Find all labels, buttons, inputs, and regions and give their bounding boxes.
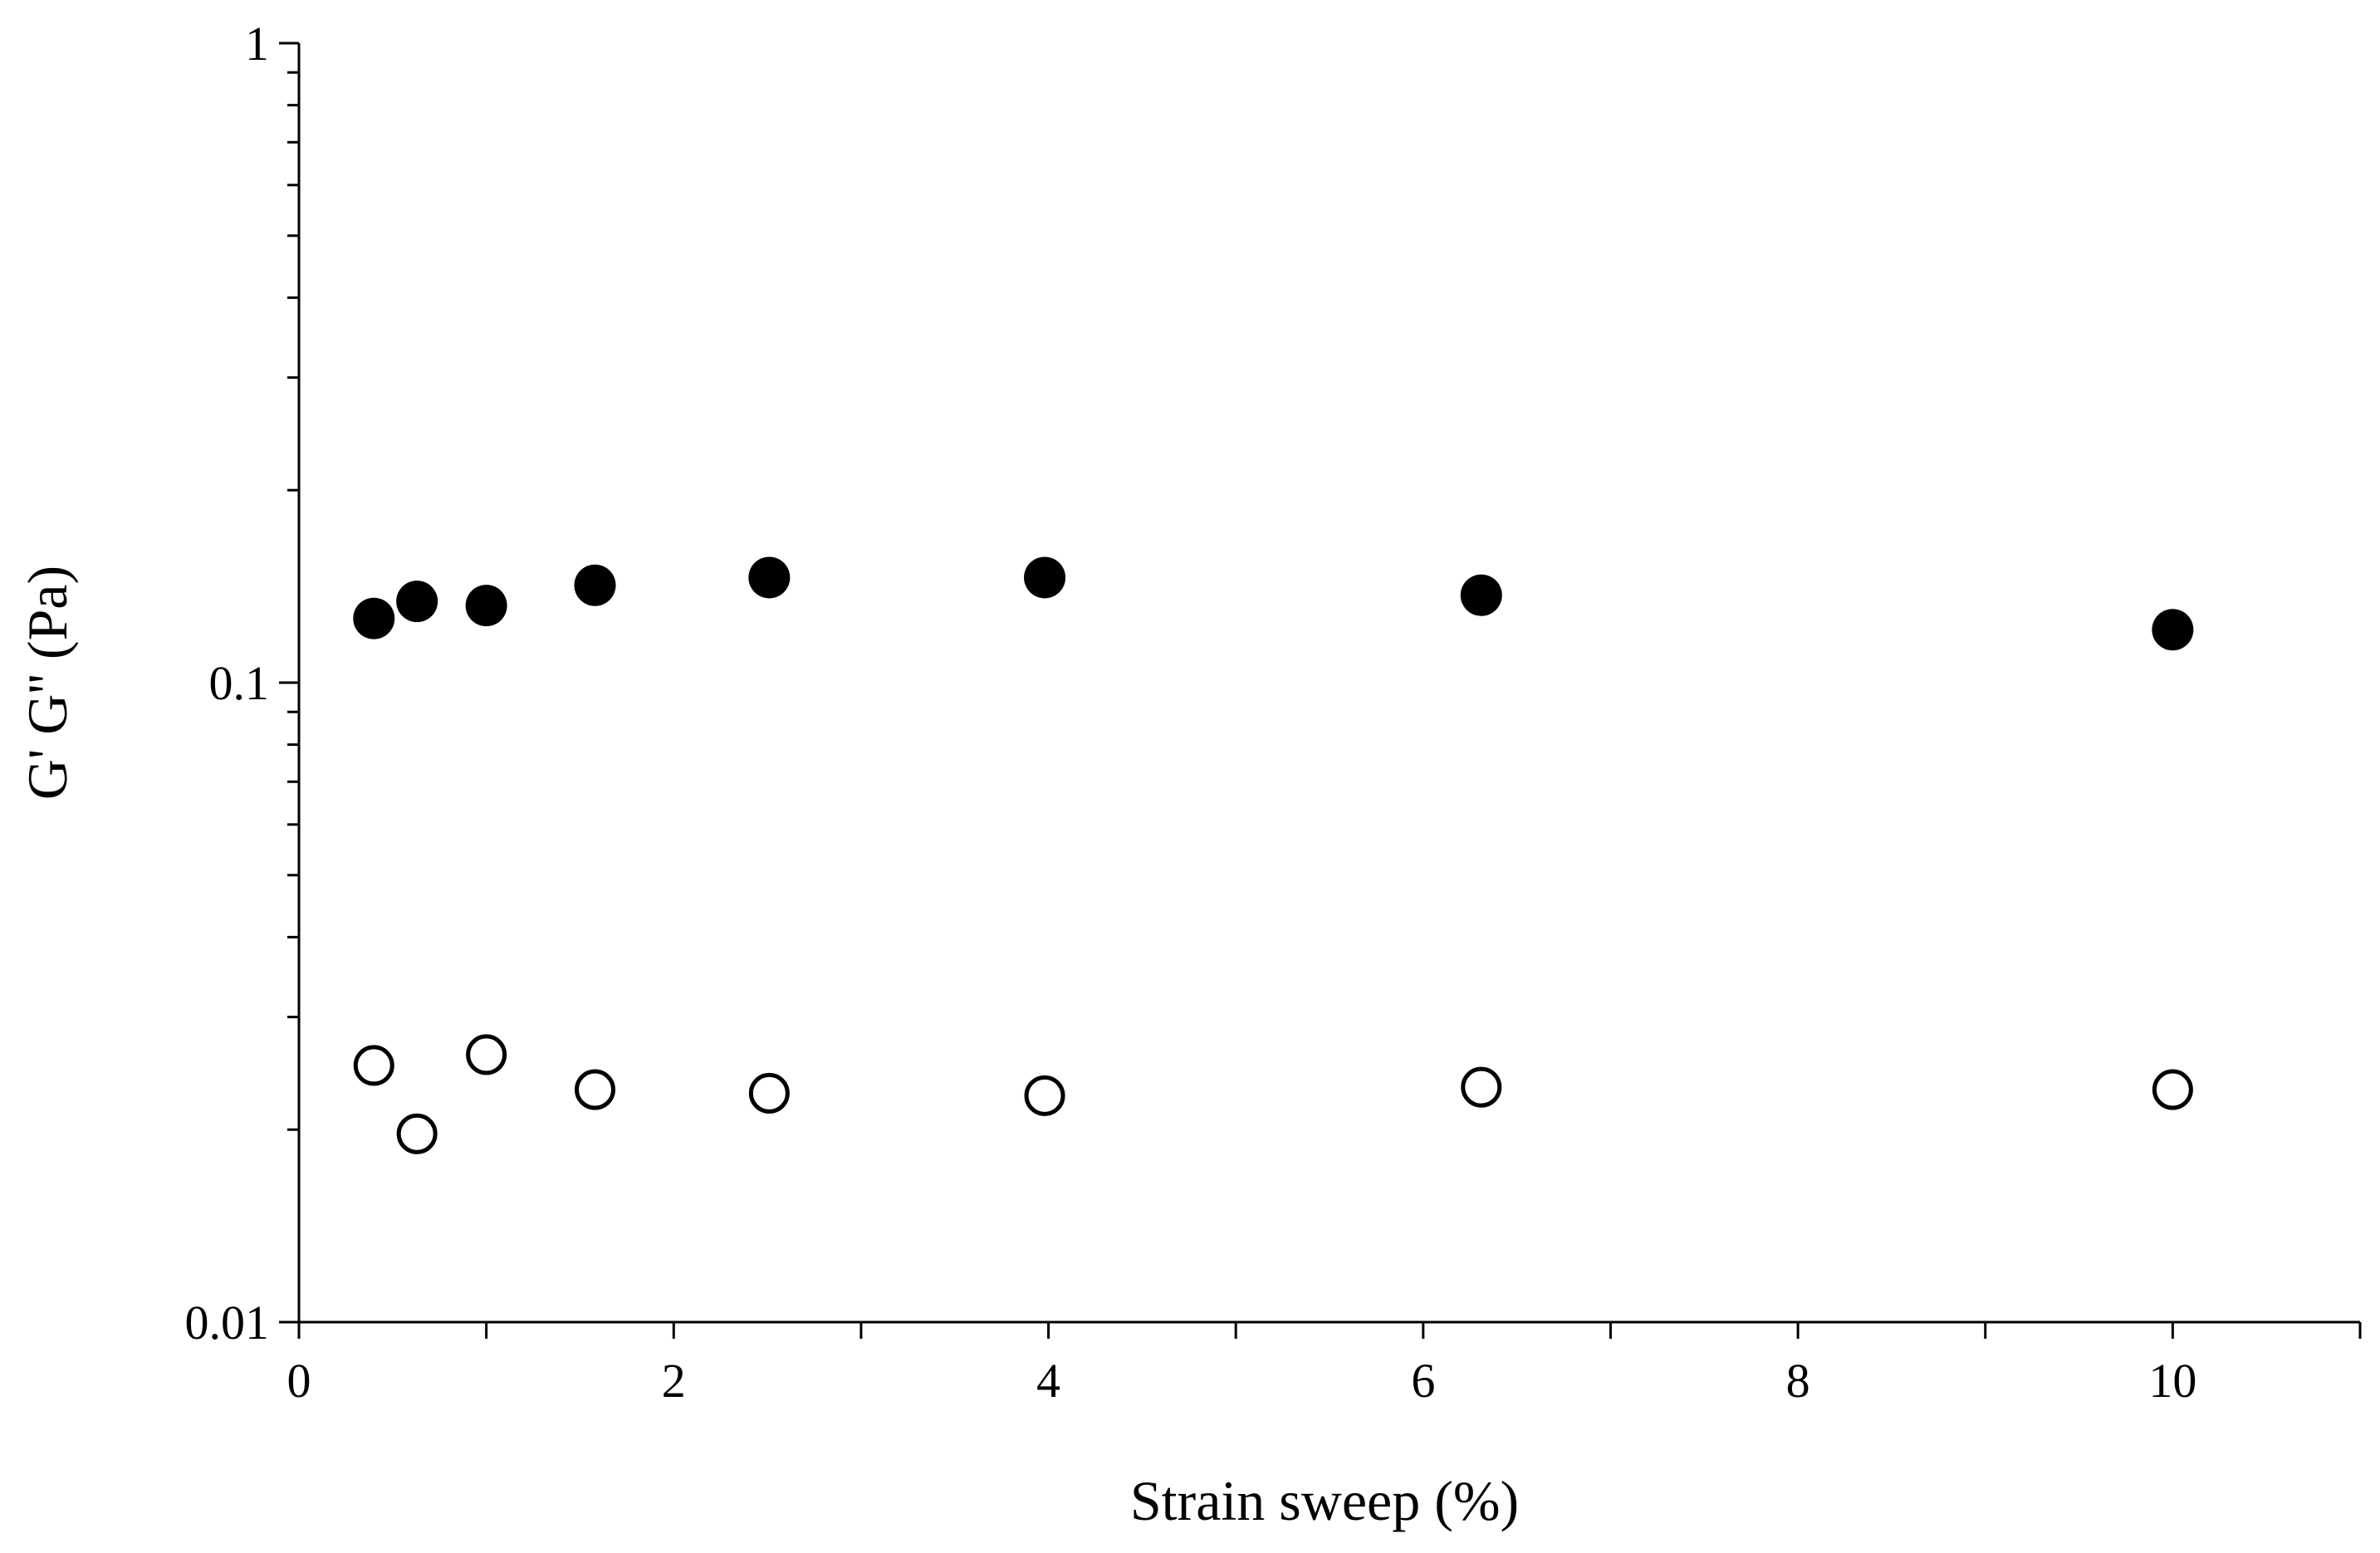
open-point: [748, 1072, 790, 1114]
y-ticks: 0.01 0.1 1: [185, 17, 299, 1350]
x-axis-title: Strain sweep (%): [1130, 1469, 1519, 1532]
y-tick-label: 0.01: [185, 1296, 270, 1350]
x-tick-label: 0: [287, 1354, 311, 1408]
open-point: [466, 1034, 507, 1075]
filled-point: [1024, 556, 1066, 599]
x-tick-label: 6: [1411, 1354, 1435, 1408]
x-tick-label: 4: [1036, 1354, 1060, 1408]
open-point: [1461, 1066, 1502, 1108]
x-tick-label: 8: [1786, 1354, 1810, 1408]
open-point: [353, 1045, 394, 1086]
open-point: [1024, 1075, 1065, 1116]
filled-point: [353, 597, 395, 639]
filled-point: [574, 564, 616, 606]
filled-point: [396, 581, 438, 623]
open-point: [396, 1113, 438, 1154]
y-axis-title: G' G'' (Pa): [16, 566, 79, 800]
x-tick-label: 2: [662, 1354, 686, 1408]
data-points: [353, 556, 2194, 1154]
open-point: [2152, 1069, 2193, 1110]
x-ticks: 0 2 4 6 8 10: [287, 1322, 2362, 1408]
filled-point: [748, 556, 791, 599]
x-tick-label: 10: [2148, 1354, 2196, 1408]
open-point: [575, 1069, 616, 1110]
filled-point: [465, 585, 507, 627]
filled-point: [1460, 574, 1502, 616]
filled-point: [2152, 609, 2194, 651]
axes: [297, 43, 2360, 1324]
y-tick-label: 1: [245, 17, 269, 71]
y-tick-label: 0.1: [209, 656, 270, 710]
